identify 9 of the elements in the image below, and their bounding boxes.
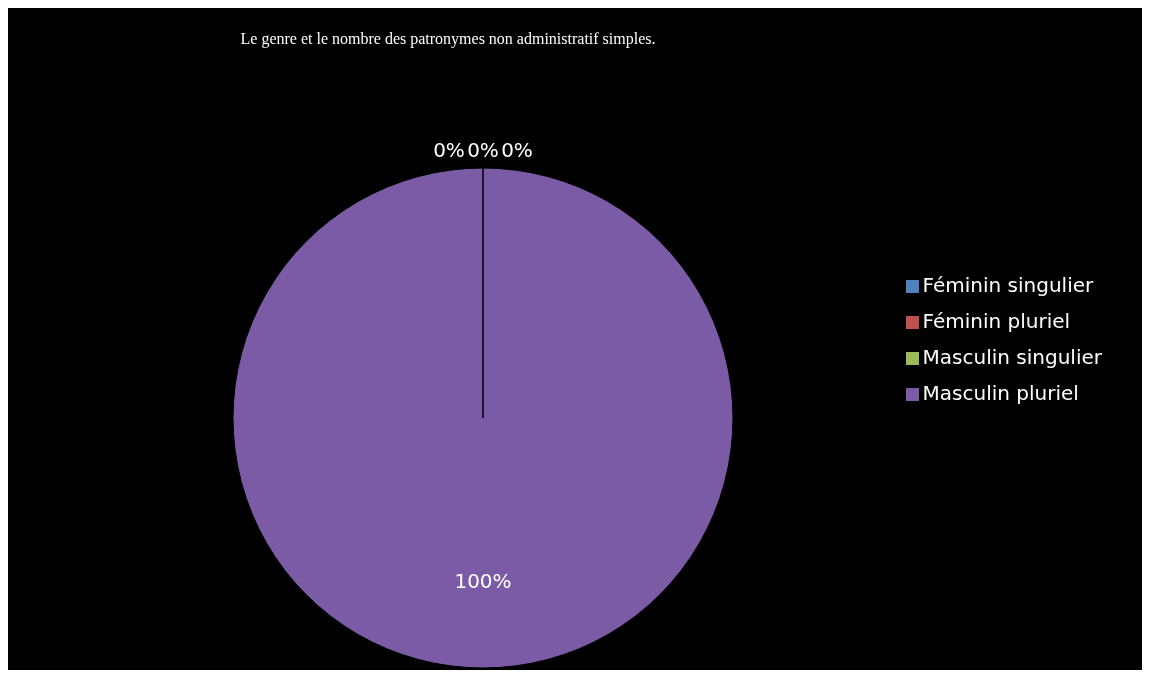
- legend-label: Féminin pluriel: [922, 309, 1071, 333]
- legend-label: Féminin singulier: [922, 273, 1094, 297]
- text: 0%: [467, 138, 499, 162]
- chart-title: Le genre et le nombre des patronymes non administratif simples.: [239, 30, 657, 48]
- legend-label: Masculin pluriel: [922, 381, 1079, 405]
- text: 0%: [433, 138, 465, 162]
- text: 0%: [501, 138, 533, 162]
- data-label: 100%: [454, 568, 512, 593]
- legend-label: Masculin singulier: [922, 345, 1102, 369]
